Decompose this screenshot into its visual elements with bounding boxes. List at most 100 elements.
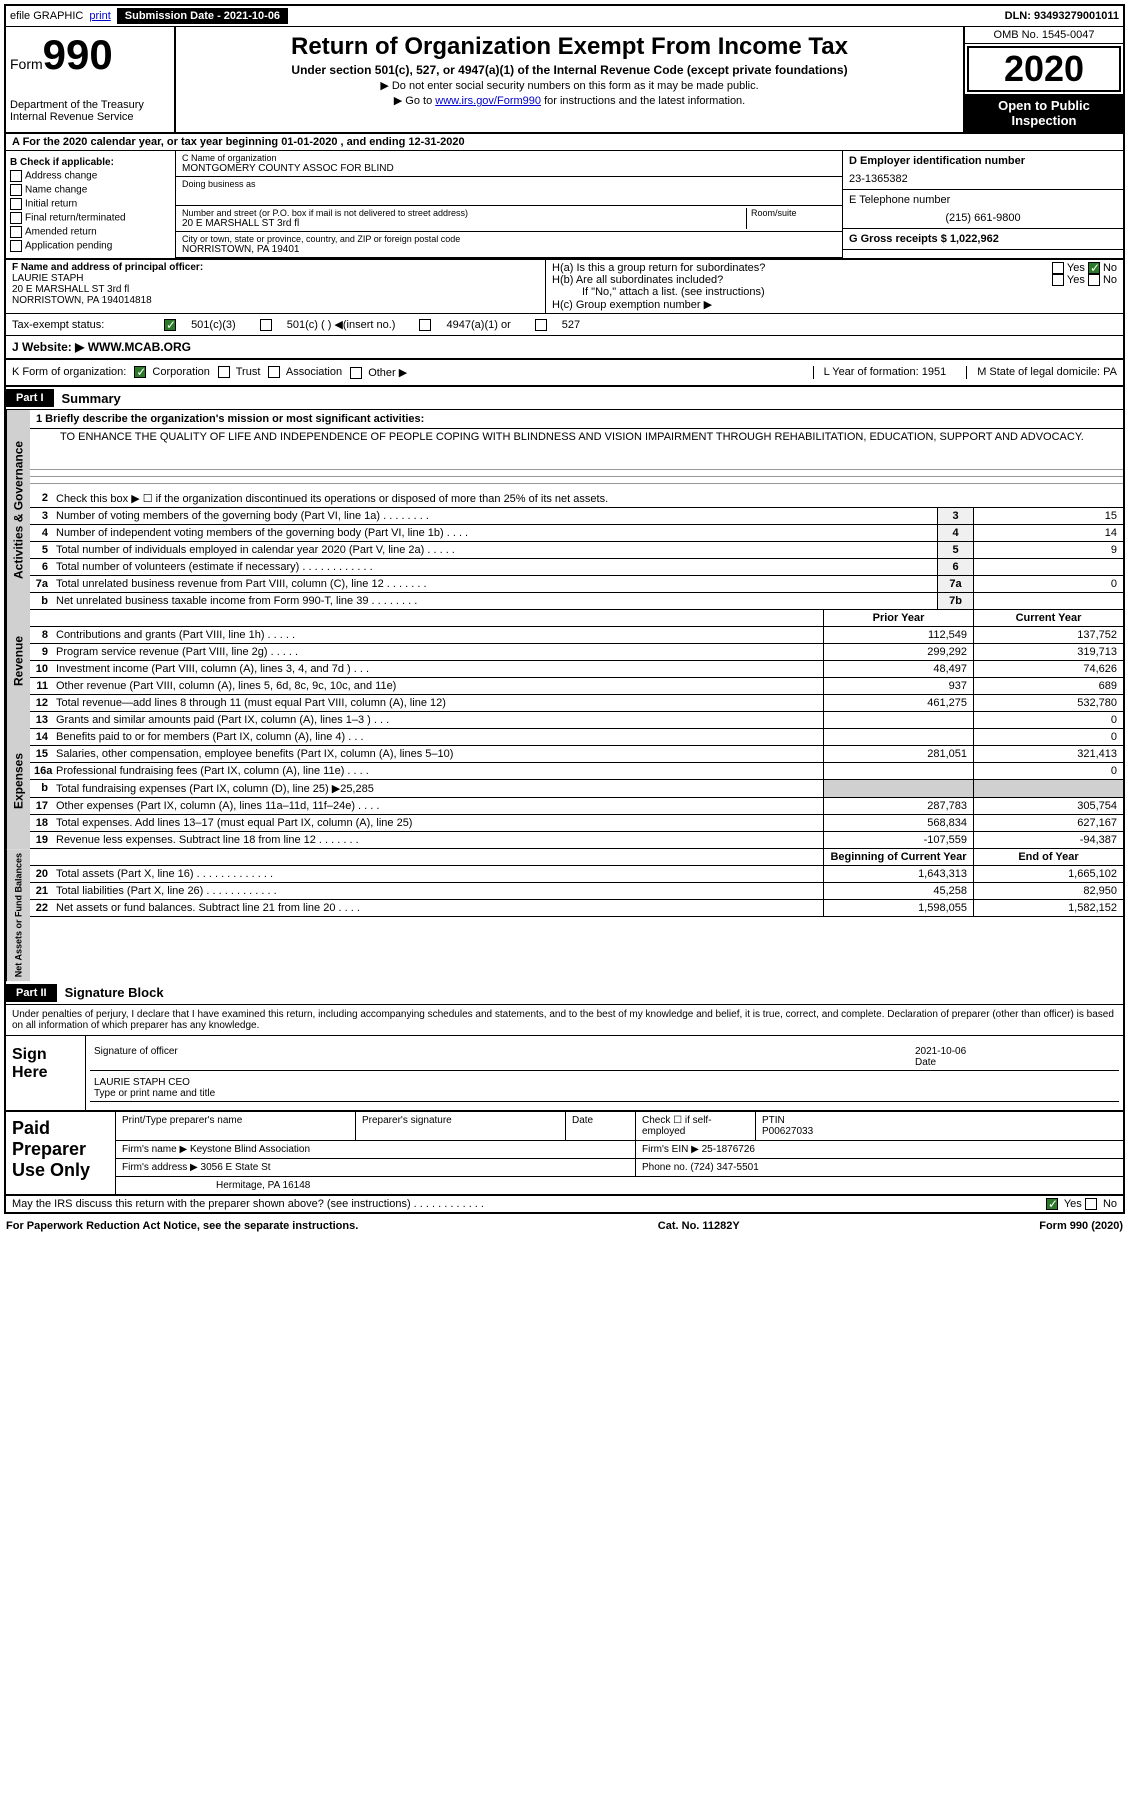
tax-year: 2020 [967, 46, 1121, 92]
part2-title: Signature Block [65, 985, 164, 1000]
side-revenue: Revenue [6, 610, 30, 712]
opt-app-pending: Application pending [10, 240, 171, 252]
firm-lbl: Firm's name ▶ [122, 1144, 187, 1155]
row-15: 15 Salaries, other compensation, employe… [30, 746, 1123, 763]
row-11: 11 Other revenue (Part VIII, column (A),… [30, 678, 1123, 695]
row-b: b Total fundraising expenses (Part IX, c… [30, 780, 1123, 798]
row-21: 21 Total liabilities (Part X, line 26) .… [30, 883, 1123, 900]
discuss-yesno: Yes No [1046, 1198, 1117, 1210]
line-a: A For the 2020 calendar year, or tax yea… [6, 134, 1123, 151]
line2: Check this box ▶ ☐ if the organization d… [52, 490, 1123, 507]
opt-527: 527 [535, 319, 592, 331]
kform-row: K Form of organization: Corporation Trus… [6, 360, 1123, 387]
opt-trust: Trust [218, 366, 261, 379]
phone-cell: E Telephone number (215) 661-9800 [843, 190, 1123, 229]
sig-row: Sign Here Signature of officer 2021-10-0… [6, 1036, 1123, 1110]
dba-cell: Doing business as [176, 177, 842, 206]
firm-name: Keystone Blind Association [190, 1144, 310, 1155]
side-governance: Activities & Governance [6, 410, 30, 610]
firm-addr-lbl: Firm's address ▶ [122, 1162, 198, 1173]
prep-date-h: Date [566, 1112, 636, 1140]
row-17: 17 Other expenses (Part IX, column (A), … [30, 798, 1123, 815]
ptin-lbl: PTIN [762, 1115, 1117, 1126]
ein-cell: D Employer identification number 23-1365… [843, 151, 1123, 190]
i-label: Tax-exempt status: [12, 319, 152, 331]
sig-date-lbl: Date [915, 1057, 1115, 1068]
opt-corp: Corporation [134, 366, 210, 379]
form-990-container: efile GRAPHIC print Submission Date - 20… [4, 4, 1125, 1214]
discuss-row: May the IRS discuss this return with the… [6, 1194, 1123, 1212]
note-ssn: ▶ Do not enter social security numbers o… [184, 79, 955, 92]
opt-address-change: Address change [10, 170, 171, 182]
gov-row-7a: 7a Total unrelated business revenue from… [30, 576, 1123, 593]
governance-section: Activities & Governance 1 Briefly descri… [6, 410, 1123, 610]
submission-date: Submission Date - 2021-10-06 [117, 8, 288, 24]
irs-link[interactable]: www.irs.gov/Form990 [435, 95, 541, 107]
opt-amended: Amended return [10, 226, 171, 238]
form-title: Return of Organization Exempt From Incom… [184, 33, 955, 61]
website-row: J Website: ▶ WWW.MCAB.ORG [6, 336, 1123, 360]
col-b: B Check if applicable: Address change Na… [6, 151, 176, 258]
state-domicile: M State of legal domicile: PA [966, 366, 1117, 379]
row-19: 19 Revenue less expenses. Subtract line … [30, 832, 1123, 849]
row-20: 20 Total assets (Part X, line 16) . . . … [30, 866, 1123, 883]
expenses-section: Expenses 13 Grants and similar amounts p… [6, 712, 1123, 849]
header-row: Form990 Department of the Treasury Inter… [6, 27, 1123, 134]
col-cdefg: C Name of organization MONTGOMERY COUNTY… [176, 151, 1123, 258]
gov-row-b: b Net unrelated business taxable income … [30, 593, 1123, 610]
header-right: OMB No. 1545-0047 2020 Open to Public In… [963, 27, 1123, 132]
side-expenses: Expenses [6, 712, 30, 849]
hc-label: H(c) Group exemption number ▶ [552, 298, 1117, 311]
preparer-section: Paid Preparer Use Only Print/Type prepar… [6, 1110, 1123, 1194]
row-8: 8 Contributions and grants (Part VIII, l… [30, 627, 1123, 644]
top-bar: efile GRAPHIC print Submission Date - 20… [6, 6, 1123, 27]
prep-name-h: Print/Type preparer's name [116, 1112, 356, 1140]
row-14: 14 Benefits paid to or for members (Part… [30, 729, 1123, 746]
form-number: 990 [43, 31, 113, 78]
cat-no: Cat. No. 11282Y [658, 1220, 740, 1232]
hb-label: H(b) Are all subordinates included? [552, 274, 723, 286]
form-prefix: Form [10, 56, 43, 72]
efile-label: efile GRAPHIC [10, 10, 83, 22]
prep-self-h: Check ☐ if self-employed [636, 1112, 756, 1140]
firm-phone-lbl: Phone no. [642, 1162, 688, 1173]
sig-date: 2021-10-06 [915, 1046, 1115, 1057]
city-cell: City or town, state or province, country… [176, 232, 842, 258]
side-netassets: Net Assets or Fund Balances [6, 849, 30, 981]
open-public-label: Open to Public Inspection [965, 94, 1123, 132]
year-formation: L Year of formation: 1951 [813, 366, 947, 379]
org-name-cell: C Name of organization MONTGOMERY COUNTY… [176, 151, 842, 177]
preparer-label: Paid Preparer Use Only [6, 1112, 116, 1194]
discuss-text: May the IRS discuss this return with the… [12, 1198, 484, 1210]
ha-label: H(a) Is this a group return for subordin… [552, 262, 765, 274]
department-label: Department of the Treasury Internal Reve… [10, 99, 170, 123]
sig-name: LAURIE STAPH CEO [94, 1077, 215, 1088]
h-section: H(a) Is this a group return for subordin… [546, 260, 1123, 313]
row-16a: 16a Professional fundraising fees (Part … [30, 763, 1123, 780]
row-22: 22 Net assets or fund balances. Subtract… [30, 900, 1123, 917]
form-subtitle: Under section 501(c), 527, or 4947(a)(1)… [184, 63, 955, 77]
opt-501c: 501(c) ( ) ◀(insert no.) [260, 318, 408, 331]
part1-badge: Part I [6, 389, 54, 407]
sig-officer-lbl: Signature of officer [94, 1046, 178, 1057]
addr-cell: Number and street (or P.O. box if mail i… [176, 206, 842, 232]
row-12: 12 Total revenue—add lines 8 through 11 … [30, 695, 1123, 712]
paperwork-notice: For Paperwork Reduction Act Notice, see … [6, 1220, 358, 1232]
note-link: ▶ Go to www.irs.gov/Form990 for instruct… [184, 94, 955, 107]
gov-row-5: 5 Total number of individuals employed i… [30, 542, 1123, 559]
firm-ein: 25-1876726 [702, 1144, 755, 1155]
opt-final-return: Final return/terminated [10, 212, 171, 224]
opt-501c3: 501(c)(3) [164, 319, 248, 331]
firm-ein-lbl: Firm's EIN ▶ [642, 1144, 699, 1155]
opt-4947: 4947(a)(1) or [419, 319, 522, 331]
gov-row-4: 4 Number of independent voting members o… [30, 525, 1123, 542]
hb-note: If "No," attach a list. (see instruction… [552, 286, 1117, 298]
row-18: 18 Total expenses. Add lines 13–17 (must… [30, 815, 1123, 832]
hb-yesno: Yes No [1052, 274, 1117, 286]
dln-label: DLN: 93493279001011 [1005, 10, 1119, 22]
section-bc: B Check if applicable: Address change Na… [6, 151, 1123, 260]
opt-assoc: Association [268, 366, 342, 379]
print-link[interactable]: print [89, 10, 110, 22]
opt-other: Other ▶ [350, 366, 407, 379]
eoy-header: End of Year [973, 849, 1123, 865]
